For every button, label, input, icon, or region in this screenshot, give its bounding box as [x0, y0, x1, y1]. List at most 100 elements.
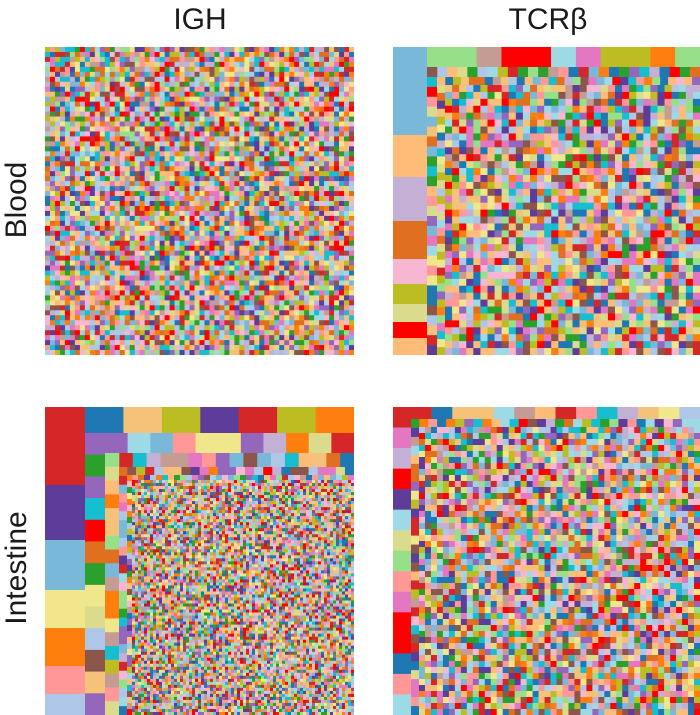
clone-tile	[59, 275, 66, 281]
clone-tile	[119, 121, 126, 127]
clone-tile	[254, 101, 260, 107]
clone-tile	[119, 186, 126, 192]
clone-tile	[629, 188, 637, 197]
clone-tile	[174, 86, 180, 93]
clone-tile	[189, 71, 195, 78]
clone-tile	[154, 295, 160, 301]
clone-tile	[487, 202, 495, 210]
clone-tile	[174, 47, 180, 53]
clone-tile	[274, 225, 280, 232]
clone-tile	[344, 51, 350, 58]
clone-tile	[159, 240, 165, 247]
clone-tile	[194, 81, 200, 88]
clone-tile	[314, 111, 320, 117]
clone-tile	[480, 216, 488, 224]
clone-tile	[501, 112, 510, 120]
clone-tile	[264, 300, 270, 306]
clone-tile	[54, 151, 61, 157]
clone-tile	[664, 271, 672, 280]
clone-tile	[664, 161, 672, 169]
clone-tile	[309, 225, 315, 232]
clone-tile	[224, 270, 230, 276]
clone-tile	[174, 166, 180, 172]
clone-tile	[174, 350, 180, 355]
clone-tile	[607, 98, 616, 107]
clone-tile	[259, 225, 265, 232]
clone-tile	[643, 202, 651, 210]
clone-tile	[64, 205, 71, 212]
clone-tile	[204, 196, 210, 202]
clone-tile	[229, 210, 235, 217]
large-clone-tile	[437, 196, 446, 205]
clone-tile	[615, 237, 623, 245]
clone-tile	[685, 181, 694, 190]
clone-tile	[184, 265, 190, 271]
clone-tile	[49, 275, 56, 281]
clone-tile	[445, 230, 453, 238]
clone-tile	[189, 220, 195, 227]
clone-tile	[79, 340, 86, 346]
clone-tile	[184, 146, 190, 152]
clone-tile	[239, 275, 245, 281]
large-clone-tile	[437, 116, 446, 125]
clone-tile	[154, 161, 160, 167]
clone-tile	[109, 76, 116, 83]
clone-tile	[169, 280, 175, 286]
clone-tile	[269, 51, 275, 58]
clone-tile	[544, 112, 552, 120]
clone-tile	[64, 116, 71, 122]
clone-tile	[565, 168, 573, 176]
clone-tile	[692, 202, 700, 210]
clone-tile	[515, 133, 524, 141]
clone-tile	[109, 230, 116, 237]
clone-tile	[329, 176, 335, 182]
clone-tile	[45, 315, 51, 321]
clone-tile	[466, 251, 474, 259]
clone-tile	[84, 116, 91, 122]
clone-tile	[264, 126, 270, 132]
clone-tile	[199, 325, 205, 331]
clone-tile	[159, 205, 165, 212]
clone-tile	[149, 265, 155, 271]
clone-tile	[249, 111, 255, 117]
clone-tile	[89, 191, 96, 197]
clone-tile	[104, 191, 111, 197]
clone-tile	[600, 258, 609, 266]
clone-tile	[319, 201, 325, 207]
clone-tile	[129, 91, 136, 97]
large-clone-tile	[427, 196, 438, 207]
clone-tile	[214, 126, 220, 132]
clone-tile	[204, 290, 210, 296]
clone-tile	[79, 315, 86, 321]
clone-tile	[501, 140, 510, 148]
clone-tile	[274, 220, 280, 227]
clone-tile	[164, 240, 170, 247]
clone-tile	[94, 345, 101, 351]
clone-tile	[159, 181, 165, 187]
clone-tile	[319, 176, 325, 182]
clone-tile	[544, 258, 552, 266]
clone-tile	[558, 265, 566, 273]
clone-tile	[259, 47, 265, 53]
clone-tile	[244, 66, 250, 73]
clone-tile	[54, 340, 61, 346]
clone-tile	[269, 106, 275, 112]
clone-tile	[664, 195, 672, 203]
clone-tile	[324, 201, 330, 207]
clone-tile	[269, 310, 275, 316]
clone-tile	[324, 141, 330, 147]
clone-tile	[522, 98, 531, 107]
clone-tile	[643, 271, 651, 280]
clone-tile	[264, 285, 270, 291]
clone-tile	[344, 260, 350, 266]
clone-tile	[99, 106, 106, 112]
clone-tile	[501, 271, 510, 280]
clone-tile	[129, 330, 136, 336]
clone-tile	[134, 305, 140, 311]
clone-tile	[89, 270, 96, 276]
clone-tile	[214, 205, 220, 212]
clone-tile	[229, 176, 235, 182]
large-clone-tile	[427, 305, 438, 316]
clone-tile	[194, 146, 200, 152]
clone-tile	[114, 121, 121, 127]
